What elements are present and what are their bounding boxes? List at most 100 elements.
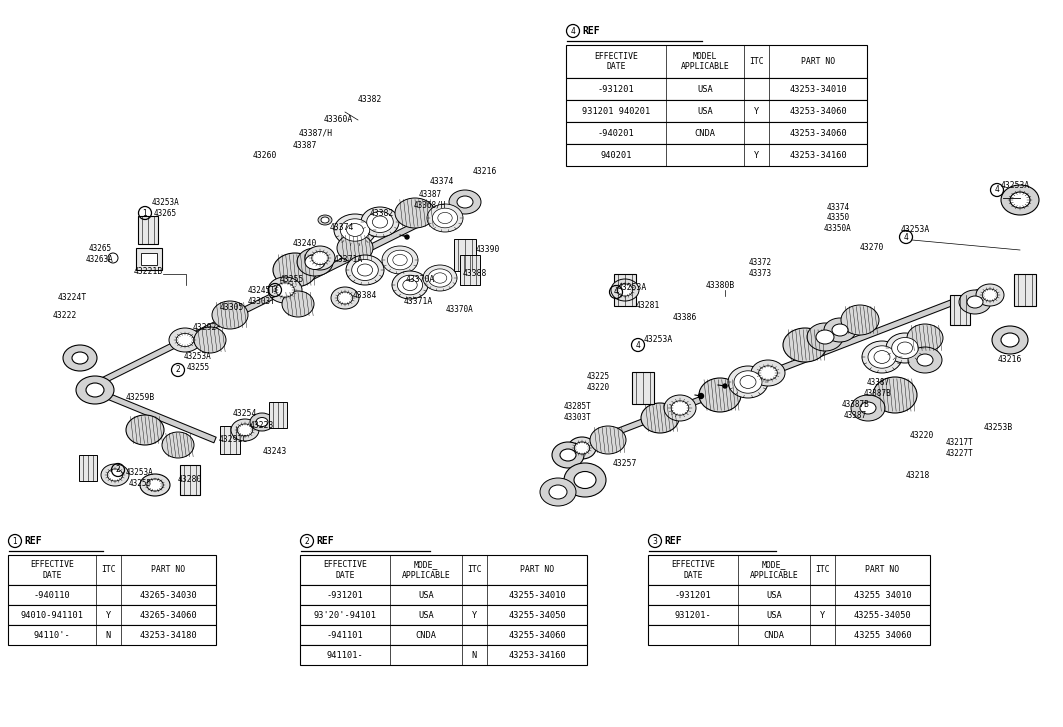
Ellipse shape (1010, 192, 1030, 208)
Ellipse shape (176, 334, 193, 347)
Ellipse shape (321, 217, 330, 223)
Text: 43216: 43216 (473, 167, 497, 177)
Ellipse shape (860, 402, 876, 414)
Ellipse shape (992, 326, 1028, 354)
Ellipse shape (318, 215, 332, 225)
Text: Y: Y (754, 150, 759, 159)
Ellipse shape (851, 395, 885, 421)
Text: USA: USA (697, 84, 713, 94)
Ellipse shape (552, 442, 584, 468)
Text: 43360A: 43360A (323, 116, 353, 124)
Ellipse shape (590, 426, 626, 454)
Text: 43253-34160: 43253-34160 (789, 150, 847, 159)
Text: 43380B: 43380B (706, 281, 735, 289)
Bar (566, 100, 867, 122)
FancyBboxPatch shape (79, 455, 97, 481)
Text: 43221B: 43221B (133, 268, 163, 276)
Text: EFFECTIVE
DATE: EFFECTIVE DATE (323, 561, 367, 579)
Ellipse shape (434, 273, 446, 284)
Text: EFFECTIVE
DATE: EFFECTIVE DATE (594, 52, 638, 71)
Polygon shape (574, 285, 991, 451)
Text: PART NO: PART NO (520, 566, 554, 574)
Ellipse shape (560, 449, 576, 461)
Ellipse shape (392, 271, 428, 299)
Text: ITC: ITC (467, 566, 482, 574)
FancyBboxPatch shape (460, 255, 480, 285)
Text: N: N (472, 651, 477, 659)
Ellipse shape (917, 354, 933, 366)
Text: USA: USA (766, 611, 782, 619)
Ellipse shape (868, 346, 896, 368)
Ellipse shape (618, 284, 632, 296)
Text: 4: 4 (904, 233, 909, 241)
Bar (648, 605, 930, 625)
Text: 4: 4 (613, 287, 619, 297)
Ellipse shape (268, 277, 302, 303)
Text: 43253A
43265: 43253A 43265 (151, 198, 179, 217)
Text: ITC: ITC (815, 566, 830, 574)
Text: 43382: 43382 (358, 95, 383, 105)
Text: 941101-: 941101- (326, 651, 364, 659)
Text: 43270: 43270 (860, 244, 884, 252)
Ellipse shape (574, 442, 590, 454)
Bar (566, 78, 867, 100)
Text: Y: Y (106, 611, 112, 619)
Text: 43281: 43281 (636, 300, 660, 310)
Text: 43382: 43382 (370, 209, 394, 217)
Ellipse shape (892, 337, 918, 358)
Text: 43255-34050: 43255-34050 (854, 611, 911, 619)
Text: USA: USA (766, 590, 782, 600)
Ellipse shape (107, 469, 122, 481)
Text: 43255: 43255 (280, 276, 304, 284)
Ellipse shape (1001, 333, 1019, 347)
FancyBboxPatch shape (950, 295, 971, 325)
Ellipse shape (231, 419, 259, 441)
Bar (9, 605, 216, 625)
Ellipse shape (169, 328, 201, 352)
Text: 43374
43350
43350A: 43374 43350 43350A (824, 203, 851, 233)
Text: 43253-34160: 43253-34160 (508, 651, 566, 659)
FancyBboxPatch shape (454, 239, 476, 271)
Text: -940110: -940110 (34, 590, 70, 600)
Text: 43370A: 43370A (446, 305, 474, 315)
Text: 43387/H: 43387/H (299, 129, 333, 137)
Bar (648, 625, 930, 645)
Text: 94110'-: 94110'- (34, 630, 70, 640)
Ellipse shape (641, 403, 679, 433)
Ellipse shape (824, 318, 856, 342)
Text: 43222: 43222 (53, 310, 78, 319)
Ellipse shape (740, 376, 756, 388)
Text: 43240: 43240 (292, 239, 317, 249)
Ellipse shape (331, 287, 359, 309)
Ellipse shape (337, 292, 353, 304)
Text: USA: USA (697, 106, 713, 116)
Ellipse shape (311, 252, 328, 265)
Text: Y: Y (820, 611, 825, 619)
Ellipse shape (275, 283, 294, 297)
Ellipse shape (664, 395, 696, 421)
Text: Y: Y (754, 106, 759, 116)
Text: MODE_
APPLICABLE: MODE_ APPLICABLE (402, 561, 451, 579)
Ellipse shape (750, 360, 784, 386)
Ellipse shape (976, 284, 1003, 306)
Text: 940201: 940201 (601, 150, 631, 159)
Bar (300, 605, 587, 625)
Ellipse shape (423, 265, 457, 291)
Polygon shape (87, 215, 432, 390)
Text: 43255 34060: 43255 34060 (854, 630, 911, 640)
Text: 43218: 43218 (906, 470, 930, 480)
Polygon shape (87, 385, 216, 443)
Ellipse shape (212, 301, 248, 329)
Ellipse shape (367, 212, 393, 233)
Text: -931201: -931201 (597, 84, 635, 94)
Text: 43216: 43216 (998, 356, 1023, 364)
Text: 43388: 43388 (462, 268, 487, 278)
Text: 43374: 43374 (330, 223, 354, 233)
Ellipse shape (63, 345, 97, 371)
Ellipse shape (728, 366, 767, 398)
Text: 931201-: 931201- (675, 611, 711, 619)
Text: ITC: ITC (749, 57, 764, 66)
Text: 931201 940201: 931201 940201 (581, 106, 651, 116)
Ellipse shape (832, 324, 848, 336)
Text: 43372
43373: 43372 43373 (748, 258, 772, 278)
